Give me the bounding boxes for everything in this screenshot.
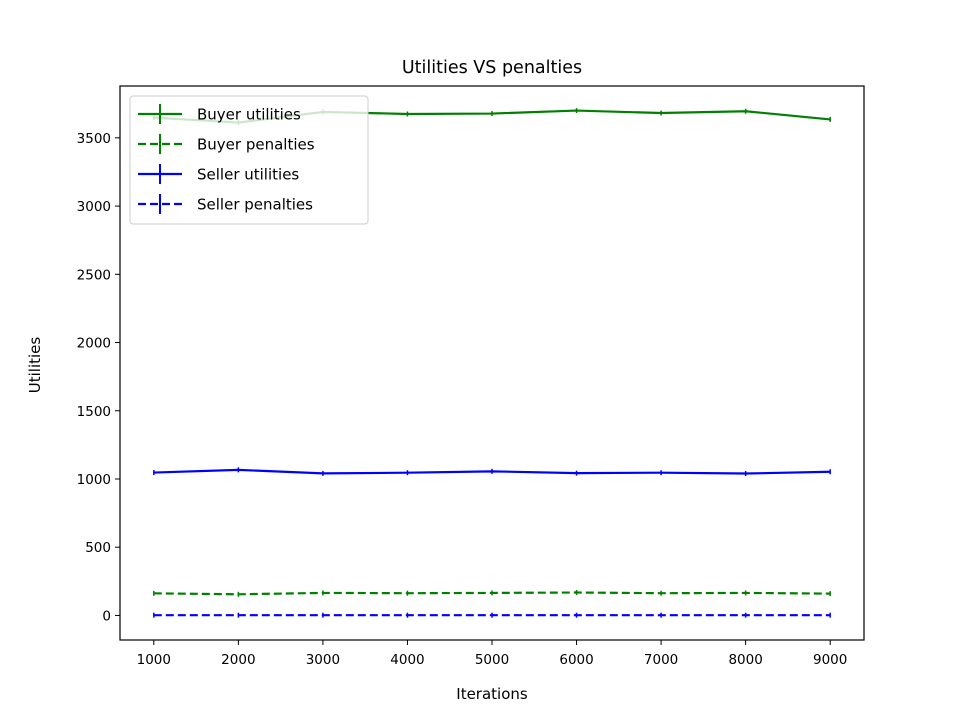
series-2 <box>153 467 831 477</box>
legend: Buyer utilities Buyer penalties Seller uti… <box>129 95 369 225</box>
x-tick-label-1: 2000 <box>221 652 255 668</box>
chart-title: Utilities VS penalties <box>402 58 582 78</box>
y-tick-label-2: 1000 <box>77 472 111 488</box>
series-1 <box>153 590 831 597</box>
x-tick-label-5: 6000 <box>559 652 593 668</box>
legend-label-1: Buyer penalties <box>197 136 315 154</box>
y-tick-label-4: 2000 <box>77 336 111 352</box>
y-tick-label-6: 3000 <box>77 199 111 215</box>
y-tick-label-5: 2500 <box>77 267 111 283</box>
y-tick-label-3: 1500 <box>77 404 111 420</box>
y-axis-label: Utilities <box>26 337 44 394</box>
x-tick-label-0: 1000 <box>137 652 171 668</box>
legend-label-2: Seller utilities <box>197 166 299 184</box>
series-3 <box>153 612 831 618</box>
legend-label-3: Seller penalties <box>197 196 313 214</box>
y-tick-label-1: 500 <box>85 540 111 556</box>
x-tick-label-8: 9000 <box>813 652 847 668</box>
x-axis-label: Iterations <box>456 685 528 703</box>
x-tick-label-6: 7000 <box>644 652 678 668</box>
y-tick-label-7: 3500 <box>77 131 111 147</box>
x-tick-label-3: 4000 <box>390 652 424 668</box>
plot-frame <box>119 85 865 641</box>
ticks-layer: 1000 2000 3000 4000 5000 6000 7000 8000 9000 0 500… <box>77 131 848 668</box>
legend-box <box>129 95 369 225</box>
legend-label-0: Buyer utilities <box>197 106 301 124</box>
x-tick-label-4: 5000 <box>475 652 509 668</box>
x-tick-label-7: 8000 <box>728 652 762 668</box>
y-tick-label-0: 0 <box>102 608 111 624</box>
x-tick-label-2: 3000 <box>306 652 340 668</box>
